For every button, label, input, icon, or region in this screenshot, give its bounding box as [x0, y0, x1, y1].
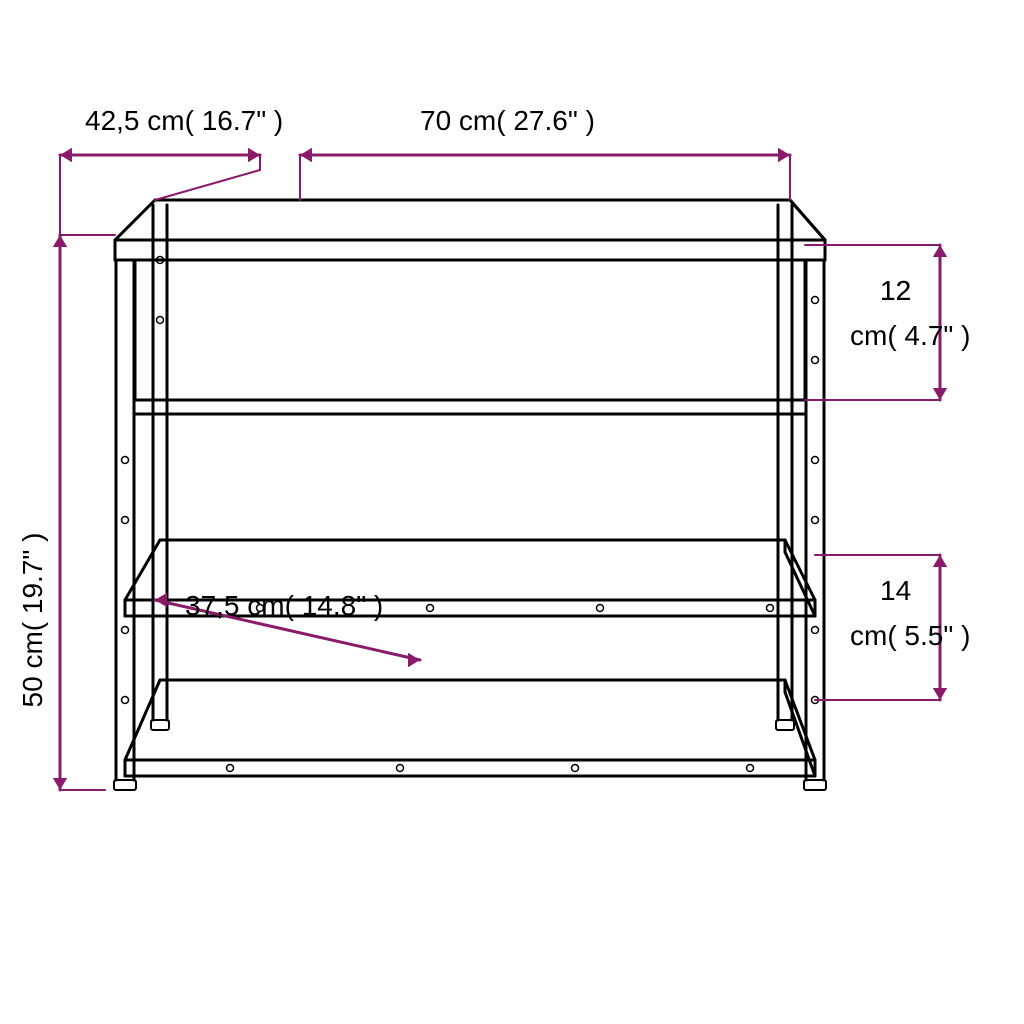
svg-text:cm( 4.7" ): cm( 4.7" ) — [850, 320, 970, 351]
svg-text:12: 12 — [880, 275, 911, 306]
dim-height-left: 50 cm( 19.7" ) — [17, 533, 48, 708]
dim-depth-shelf: 37,5 cm( 14.8" ) — [185, 590, 383, 621]
dim-width-top: 70 cm( 27.6" ) — [420, 105, 595, 136]
svg-text:cm( 5.5" ): cm( 5.5" ) — [850, 620, 970, 651]
dim-depth-top: 42,5 cm( 16.7" ) — [85, 105, 283, 136]
svg-text:14: 14 — [880, 575, 911, 606]
